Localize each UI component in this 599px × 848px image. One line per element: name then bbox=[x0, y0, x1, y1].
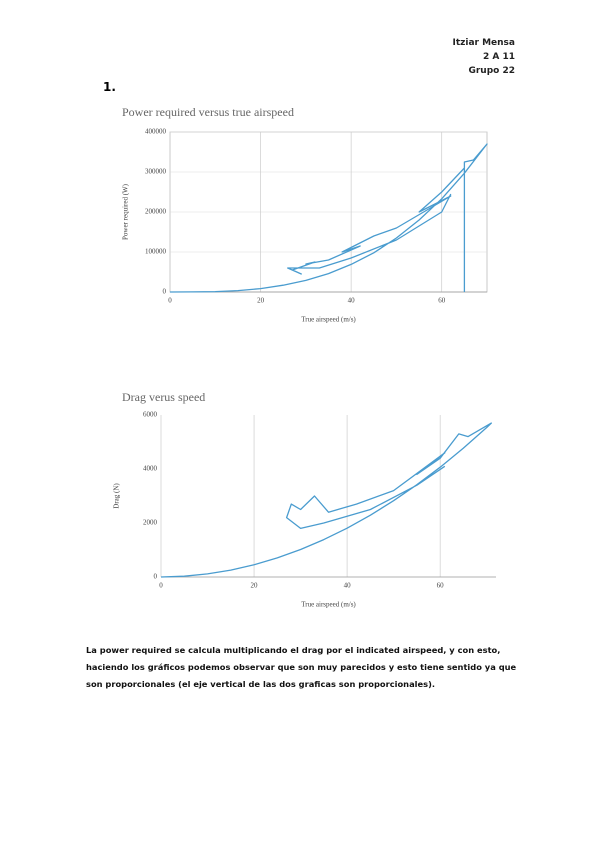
x-tick-label: 40 bbox=[348, 297, 356, 305]
y-axis-title: Power required (W) bbox=[122, 183, 130, 240]
y-tick-label: 300000 bbox=[145, 168, 167, 176]
y-tick-label: 100000 bbox=[145, 248, 167, 256]
x-tick-label: 60 bbox=[437, 582, 445, 590]
x-tick-label: 20 bbox=[251, 582, 259, 590]
y-tick-label: 400000 bbox=[145, 128, 167, 136]
x-axis-title: True airspeed (m/s) bbox=[301, 601, 356, 609]
chart: Drag verus speed 0 2000 4000 6000 0 20 40 60 True… bbox=[113, 390, 496, 609]
paragraph-line: La power required se calcula multiplican… bbox=[86, 645, 501, 655]
x-tick-label: 0 bbox=[159, 582, 163, 590]
y-tick-label: 6000 bbox=[143, 411, 158, 419]
header-line: Itziar Mensa bbox=[452, 38, 515, 48]
y-axis-title: Drag (N) bbox=[113, 483, 121, 509]
chart: Power required versus true airspeed 0 1000… bbox=[122, 105, 488, 324]
y-tick-label: 0 bbox=[154, 573, 158, 581]
header-line: 2 A 11 bbox=[482, 52, 515, 62]
header-line: Grupo 22 bbox=[468, 66, 515, 76]
paragraph-line: son proporcionales (el eje vertical de l… bbox=[86, 679, 436, 689]
x-tick-label: 40 bbox=[344, 582, 352, 590]
data-line bbox=[160, 422, 492, 578]
heading: 1. bbox=[103, 80, 116, 94]
chart-title: Drag verus speed bbox=[122, 390, 205, 404]
y-tick-label: 2000 bbox=[143, 519, 158, 527]
x-tick-label: 0 bbox=[168, 297, 172, 305]
y-tick-label: 4000 bbox=[143, 465, 158, 473]
x-tick-label: 20 bbox=[257, 297, 265, 305]
paragraph-line: haciendo los gráficos podemos observar q… bbox=[86, 662, 517, 672]
y-tick-label: 200000 bbox=[145, 208, 167, 216]
x-axis-title: True airspeed (m/s) bbox=[301, 316, 356, 324]
x-tick-label: 60 bbox=[438, 297, 446, 305]
data-line bbox=[169, 143, 488, 293]
y-tick-label: 0 bbox=[163, 288, 167, 296]
chart-title: Power required versus true airspeed bbox=[122, 105, 294, 119]
